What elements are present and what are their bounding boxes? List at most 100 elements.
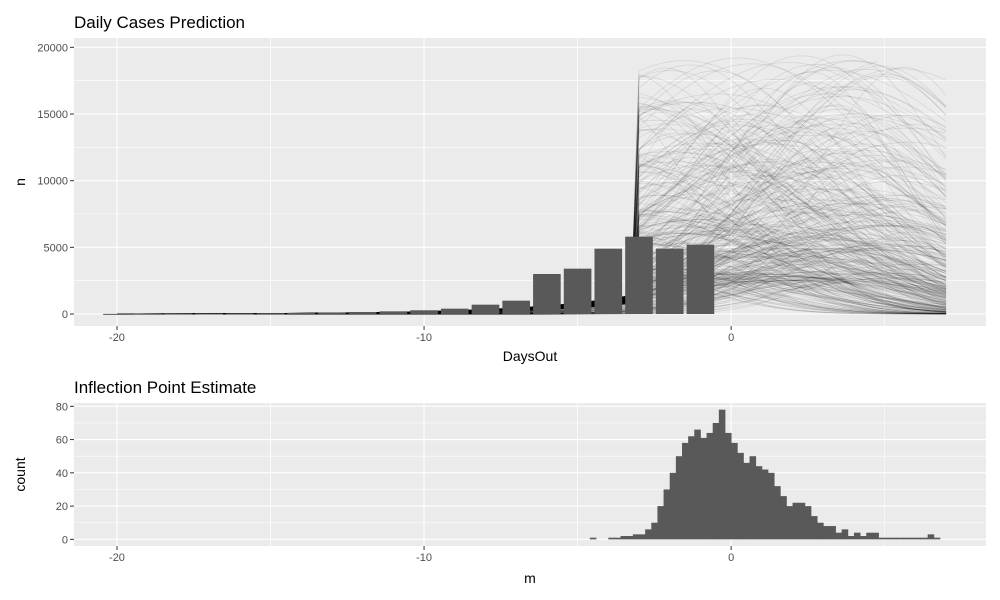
bar	[379, 311, 408, 314]
simulated-curve	[117, 223, 947, 315]
simulated-curve	[117, 237, 947, 315]
simulated-curve	[117, 225, 947, 315]
simulated-curve	[117, 243, 947, 315]
simulated-curve	[117, 184, 947, 315]
histogram-bar	[780, 496, 787, 540]
simulated-curve	[117, 255, 947, 315]
simulated-curve	[116, 62, 947, 315]
simulated-curve	[117, 271, 947, 315]
simulated-curve	[117, 206, 947, 315]
simulated-curve	[117, 280, 947, 315]
histogram-bar	[700, 437, 707, 540]
simulated-curve	[117, 188, 947, 315]
histogram-bar	[841, 529, 849, 540]
simulated-curve	[117, 228, 947, 315]
simulated-curve	[117, 250, 947, 315]
simulated-curve	[117, 125, 947, 315]
simulated-curve	[117, 125, 947, 315]
simulated-curve	[117, 254, 947, 315]
simulated-curve	[117, 125, 947, 315]
simulated-curve	[117, 260, 947, 315]
simulated-curve	[117, 153, 947, 315]
x-tick-label: -10	[416, 332, 432, 344]
simulated-curve	[117, 279, 947, 315]
simulated-curve	[117, 205, 947, 315]
simulated-curve	[117, 277, 947, 315]
simulated-curve	[117, 142, 947, 315]
simulated-curve	[117, 279, 947, 315]
simulated-curve	[117, 232, 947, 315]
simulated-curve	[117, 247, 947, 315]
simulated-curve	[117, 102, 947, 315]
simulated-curve	[117, 273, 947, 315]
simulated-curve	[117, 266, 947, 315]
simulated-curve	[117, 194, 947, 315]
simulated-curve	[117, 107, 947, 315]
simulated-curve	[117, 104, 947, 315]
simulated-curve	[117, 253, 947, 315]
simulated-curve	[117, 257, 947, 315]
simulated-curve	[117, 172, 947, 315]
simulated-curve	[117, 163, 947, 315]
simulated-curve	[117, 148, 947, 315]
simulated-curve	[117, 93, 947, 315]
simulated-curve	[117, 149, 947, 315]
histogram-bar	[657, 506, 664, 540]
x-axis-label: DaysOut	[503, 348, 558, 364]
simulated-curve	[117, 101, 947, 315]
bar	[594, 248, 623, 314]
simulated-curve	[117, 275, 947, 315]
simulated-curve	[117, 272, 947, 315]
simulated-curve	[117, 156, 947, 315]
simulated-curve	[117, 274, 947, 315]
simulated-curve	[117, 248, 947, 315]
simulated-curve	[117, 224, 947, 315]
y-tick-label: 20000	[37, 42, 68, 54]
simulated-curve	[116, 69, 947, 315]
simulated-curve	[117, 114, 947, 315]
histogram-bar	[810, 516, 818, 540]
simulated-curve	[117, 152, 947, 315]
histogram-bar	[890, 537, 898, 540]
simulated-curve	[117, 226, 947, 315]
simulated-curve	[117, 254, 947, 315]
simulated-curve	[117, 214, 947, 315]
simulated-curve	[117, 276, 947, 315]
simulated-curve	[117, 248, 947, 315]
simulated-curve	[117, 214, 947, 315]
simulated-curve	[117, 266, 947, 315]
simulated-curve	[117, 237, 947, 315]
simulated-curve	[117, 208, 947, 315]
simulated-curve	[117, 123, 947, 315]
simulated-curve	[117, 203, 947, 315]
simulated-curve	[117, 275, 947, 315]
simulated-curve	[117, 271, 947, 315]
simulated-curve	[117, 256, 947, 315]
simulated-curve	[117, 73, 947, 315]
simulated-curve	[117, 130, 947, 315]
x-tick-label: 0	[728, 552, 734, 564]
histogram-bar	[817, 522, 824, 540]
simulated-curve	[117, 248, 947, 315]
simulated-curve	[117, 199, 947, 315]
simulated-curve	[117, 199, 947, 315]
histogram-bar	[903, 537, 910, 540]
simulated-curve	[117, 163, 947, 315]
simulated-curve	[117, 116, 947, 315]
bar	[410, 310, 438, 314]
simulated-curve	[117, 245, 947, 315]
simulated-curve	[117, 182, 947, 315]
simulated-curve	[117, 243, 947, 315]
simulated-curve	[117, 170, 947, 315]
histogram-bar	[706, 432, 714, 540]
bar	[133, 313, 162, 315]
simulated-curve	[117, 193, 947, 315]
histogram-bars	[589, 409, 941, 540]
simulated-curve	[117, 54, 947, 315]
simulated-curve	[117, 210, 947, 315]
simulated-curve	[117, 207, 947, 315]
y-tick-label: 80	[56, 401, 68, 413]
histogram-bar	[718, 409, 726, 540]
simulated-curve	[117, 139, 947, 315]
simulated-curve	[117, 221, 947, 315]
